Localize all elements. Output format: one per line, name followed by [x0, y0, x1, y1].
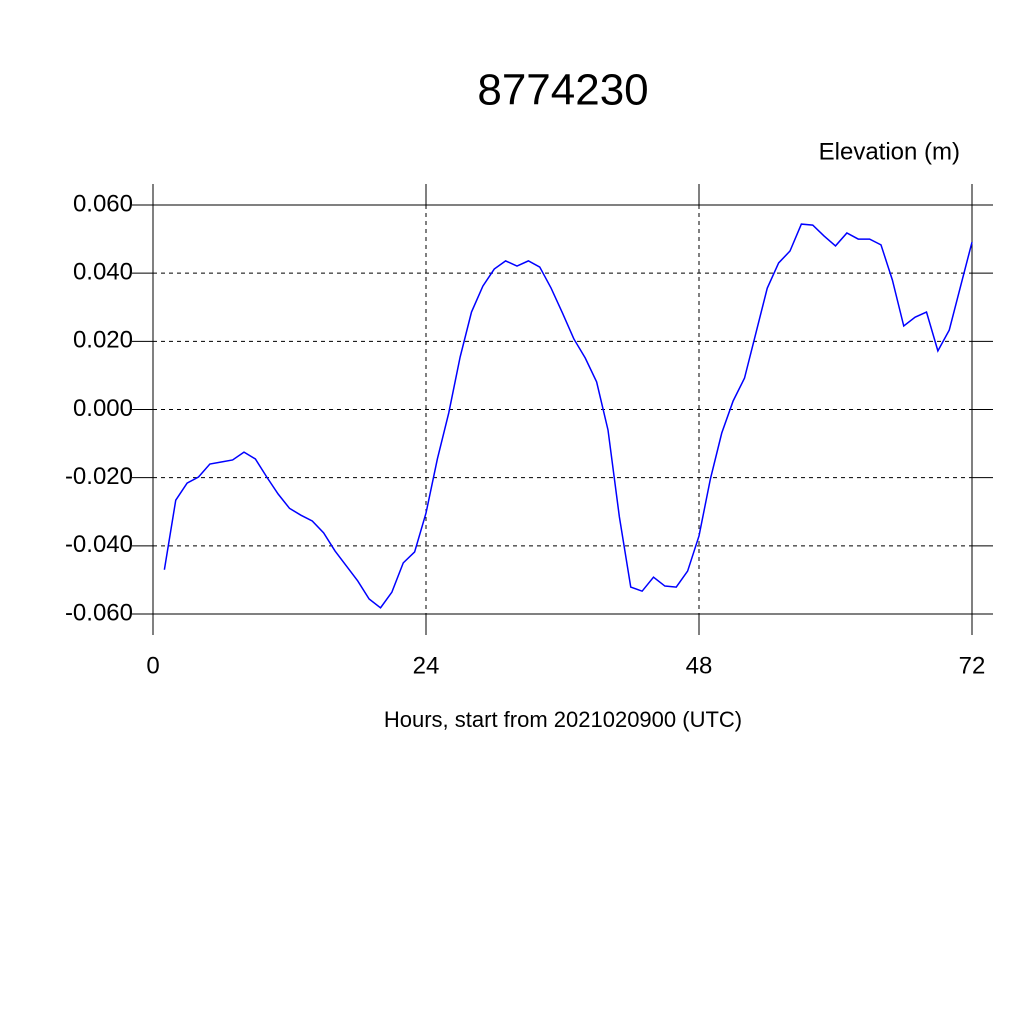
x-tick-label: 24	[413, 652, 440, 679]
y-tick-label: -0.020	[65, 463, 133, 490]
y-tick-label: 0.060	[73, 190, 133, 217]
x-tick-label: 0	[146, 652, 159, 679]
y-tick-label: 0.040	[73, 259, 133, 286]
data-line	[163, 223, 973, 609]
y-axis-label: Elevation (m)	[819, 138, 960, 165]
y-tick-label: 0.000	[73, 395, 133, 422]
y-tick-label: 0.020	[73, 327, 133, 354]
y-tick-label: -0.060	[65, 599, 133, 626]
y-tick-label: -0.040	[65, 531, 133, 558]
x-tick-label: 48	[686, 652, 713, 679]
x-axis-label: Hours, start from 2021020900 (UTC)	[384, 707, 742, 732]
x-tick-label: 72	[959, 652, 986, 679]
chart-title: 8774230	[477, 66, 648, 115]
